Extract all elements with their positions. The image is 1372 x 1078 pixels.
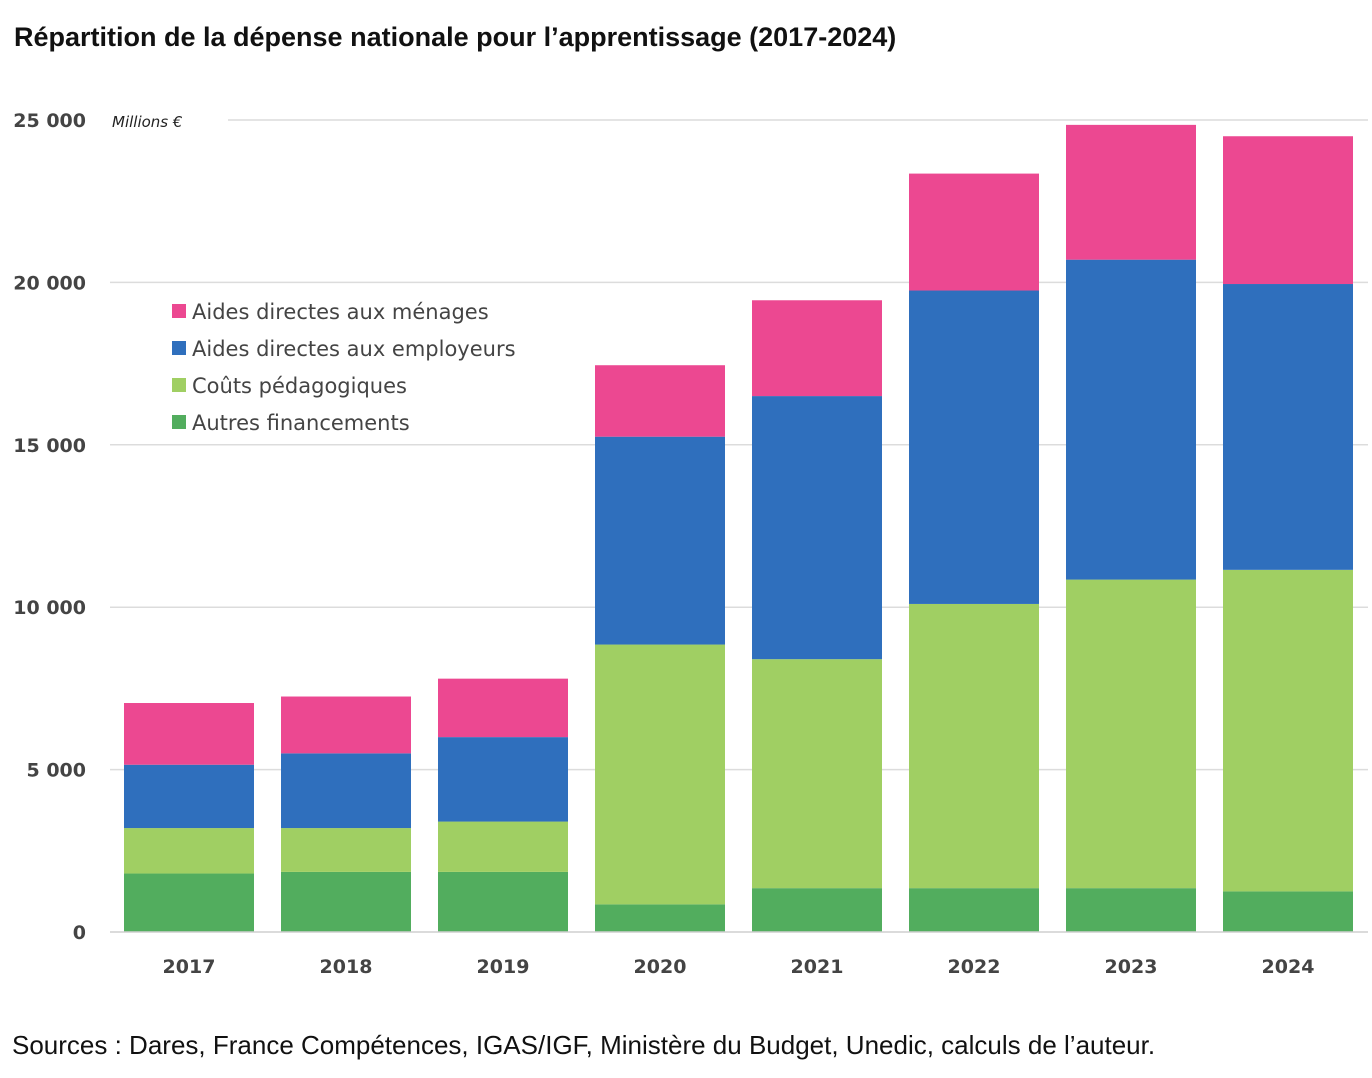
x-tick-label: 2018 <box>320 956 373 978</box>
y-tick-label: 0 <box>73 922 86 944</box>
bar-segment <box>281 696 411 754</box>
x-tick-label: 2021 <box>791 956 844 978</box>
bar-segment <box>752 659 882 889</box>
bars <box>124 124 1353 932</box>
legend-swatch <box>172 415 186 429</box>
bar-segment <box>281 828 411 872</box>
bar-segment <box>595 365 725 437</box>
bar-segment <box>1223 569 1353 892</box>
bar-segment <box>124 873 254 932</box>
x-tick-label: 2019 <box>477 956 530 978</box>
bar-segment <box>1223 284 1353 570</box>
bar-segment <box>438 871 568 932</box>
y-tick-label: 5 000 <box>27 760 87 782</box>
bar-segment <box>438 737 568 822</box>
bar-segment <box>1066 259 1196 580</box>
bar-segment <box>1223 891 1353 932</box>
bar-segment <box>909 603 1039 889</box>
bar-segment <box>1223 136 1353 285</box>
legend-label: Aides directes aux ménages <box>192 300 489 324</box>
bar-segment <box>909 888 1039 932</box>
bar-segment <box>438 821 568 872</box>
stacked-bar-chart: 0 5 000 10 000 15 000 20 000 25 000 Millions … <box>13 110 1368 978</box>
bar-segment <box>752 396 882 660</box>
bar-segment <box>909 290 1039 604</box>
x-tick-label: 2024 <box>1262 956 1315 978</box>
x-axis-ticks: 2017 2018 2019 2020 2021 2022 2023 2024 <box>163 956 1315 978</box>
bar-segment <box>909 173 1039 291</box>
x-tick-label: 2022 <box>948 956 1001 978</box>
bar-segment <box>595 644 725 905</box>
bar-segment <box>124 703 254 765</box>
bar-segment <box>752 300 882 397</box>
bar-segment <box>281 753 411 829</box>
x-tick-label: 2017 <box>163 956 216 978</box>
legend-swatch <box>172 341 186 355</box>
bar-segment <box>752 888 882 932</box>
legend-label: Autres financements <box>192 411 410 435</box>
bar-segment <box>438 678 568 738</box>
bar-segment <box>124 764 254 829</box>
source-note: Sources : Dares, France Compétences, IGA… <box>12 1030 1156 1060</box>
bar-segment <box>1066 579 1196 889</box>
legend-swatch <box>172 304 186 318</box>
bar-segment <box>595 436 725 645</box>
y-tick-label: 25 000 <box>13 110 86 132</box>
bar-segment <box>1066 124 1196 260</box>
unit-label: Millions € <box>112 113 183 131</box>
bar-segment <box>281 871 411 932</box>
y-axis-ticks: 0 5 000 10 000 15 000 20 000 25 000 <box>13 110 86 944</box>
x-tick-label: 2020 <box>634 956 687 978</box>
x-tick-label: 2023 <box>1105 956 1158 978</box>
legend-label: Coûts pédagogiques <box>192 374 407 398</box>
y-tick-label: 15 000 <box>13 435 86 457</box>
bar-segment <box>124 828 254 874</box>
chart-title: Répartition de la dépense nationale pour… <box>14 22 897 52</box>
legend-swatch <box>172 378 186 392</box>
bar-segment <box>1066 888 1196 932</box>
y-tick-label: 20 000 <box>13 272 86 294</box>
bar-segment <box>595 904 725 932</box>
y-tick-label: 10 000 <box>13 597 86 619</box>
legend: Aides directes aux ménages Aides directes… <box>172 300 516 435</box>
legend-label: Aides directes aux employeurs <box>192 337 516 361</box>
